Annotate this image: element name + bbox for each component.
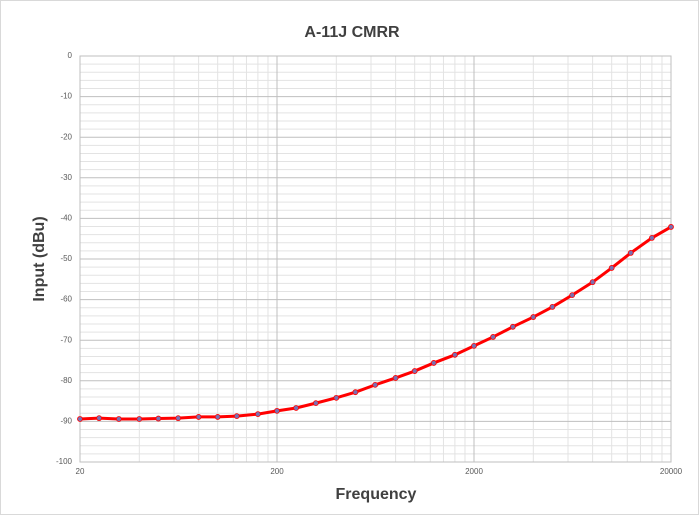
data-point (471, 342, 477, 349)
data-point (668, 224, 674, 230)
data-point (115, 416, 122, 422)
x-tick-label: 20 (76, 467, 85, 476)
data-point (233, 413, 240, 420)
y-tick-label: -20 (60, 132, 72, 141)
data-point (274, 407, 280, 414)
data-point (77, 416, 83, 422)
y-tick-label: -40 (60, 214, 72, 223)
y-tick-label: -80 (60, 376, 72, 385)
data-point (175, 415, 182, 422)
y-tick-label: -50 (60, 254, 72, 263)
x-tick-label: 200 (270, 467, 284, 476)
data-point (312, 400, 319, 407)
data-point (649, 234, 655, 241)
y-tick-label: -70 (60, 335, 72, 344)
y-axis-label: Input (dBu) (31, 216, 48, 301)
data-point (333, 394, 340, 401)
data-point (96, 415, 102, 422)
data-point (452, 351, 458, 358)
data-point (549, 304, 556, 310)
data-point (411, 368, 418, 374)
plot-border (79, 55, 672, 463)
y-tick-label: 0 (68, 51, 73, 60)
data-point (509, 323, 516, 330)
data-point (392, 375, 399, 381)
data-point (352, 389, 359, 396)
data-point (195, 414, 202, 420)
y-tick-label: -30 (60, 173, 72, 182)
data-point (214, 414, 221, 420)
data-point (569, 292, 576, 299)
x-tick-label: 20000 (660, 467, 683, 476)
data-point (608, 265, 615, 271)
data-point (372, 381, 379, 388)
data-point (155, 415, 162, 422)
data-point (490, 334, 496, 340)
data-point (293, 405, 299, 411)
data-point (530, 314, 537, 320)
chart-title: A-11J CMRR (304, 24, 400, 41)
y-tick-label: -90 (60, 417, 72, 426)
y-tick-label: -10 (60, 92, 72, 101)
x-axis-label: Frequency (336, 486, 417, 503)
x-tick-label: 2000 (465, 467, 483, 476)
data-point (430, 360, 437, 366)
data-point (589, 279, 596, 286)
y-tick-label: -60 (60, 295, 72, 304)
data-point (627, 250, 634, 256)
y-tick-label: -100 (56, 457, 73, 466)
data-point (255, 411, 261, 417)
data-point (136, 416, 143, 422)
